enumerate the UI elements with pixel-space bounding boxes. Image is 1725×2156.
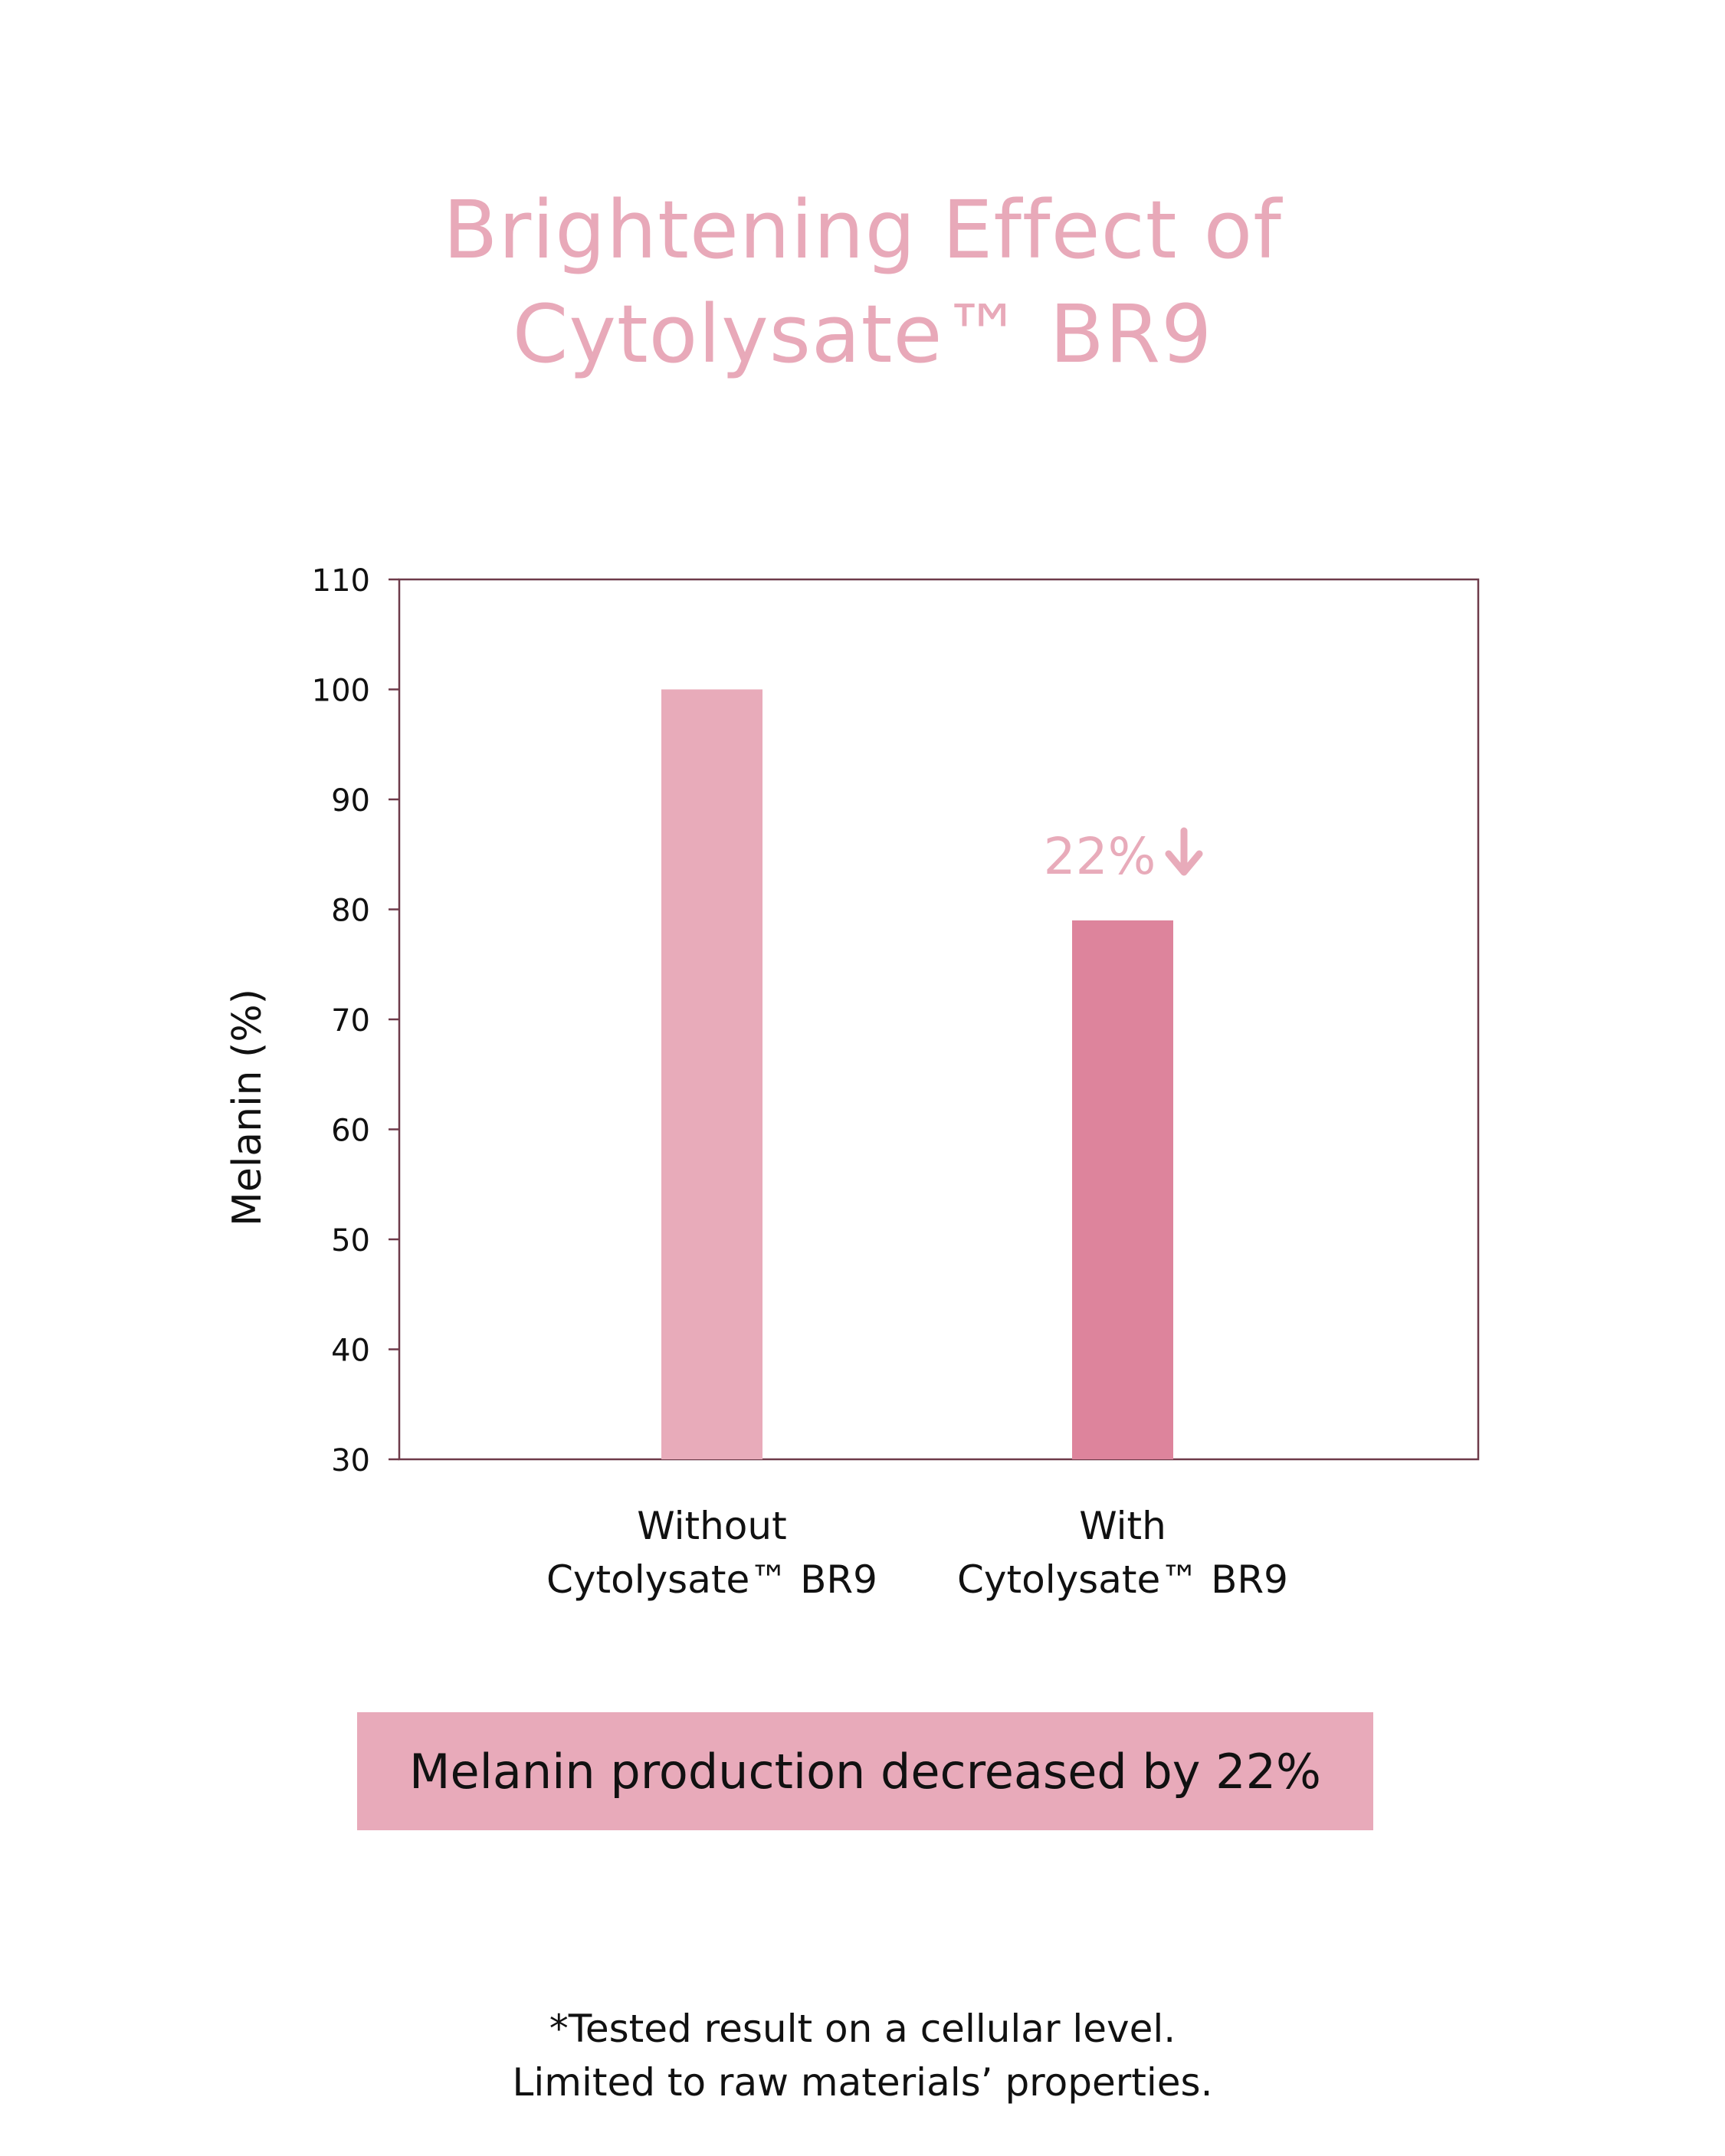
x-category-label: Without (637, 1504, 786, 1548)
footnote-line-1: *Tested result on a cellular level. (549, 2007, 1176, 2051)
plot-frame (398, 578, 1480, 1461)
down-arrow-icon (1165, 827, 1203, 876)
chart-title-line-2: Cytolysate™ BR9 (512, 287, 1213, 381)
y-axis-label: Melanin (%) (225, 989, 271, 1226)
x-category-label: With (1079, 1504, 1166, 1548)
y-tick-label: 90 (331, 783, 370, 819)
bar (661, 689, 762, 1459)
y-tick-label: 100 (312, 674, 370, 709)
y-tick-label: 110 (312, 563, 370, 599)
summary-banner: Melanin production decreased by 22% (357, 1712, 1373, 1830)
bar-chart: 30 40 50 60 70 80 90 100 110 Melanin (%) Without Cy… (225, 563, 1480, 1602)
y-tick-label: 80 (331, 894, 370, 929)
x-category-label: Cytolysate™ BR9 (546, 1557, 877, 1602)
y-tick-label: 50 (331, 1223, 370, 1258)
bar (1072, 920, 1173, 1459)
y-tick-label: 30 (331, 1443, 370, 1478)
y-tick-label: 70 (331, 1003, 370, 1039)
footnote-line-2: Limited to raw materials’ properties. (512, 2060, 1213, 2105)
reduction-annotation: 22% (1044, 827, 1156, 886)
y-tick-label: 60 (331, 1114, 370, 1149)
y-tick-label: 40 (331, 1334, 370, 1369)
chart-title-line-1: Brightening Effect of (443, 183, 1282, 277)
summary-text: Melanin production decreased by 22% (409, 1743, 1321, 1800)
x-category-label: Cytolysate™ BR9 (957, 1557, 1288, 1602)
